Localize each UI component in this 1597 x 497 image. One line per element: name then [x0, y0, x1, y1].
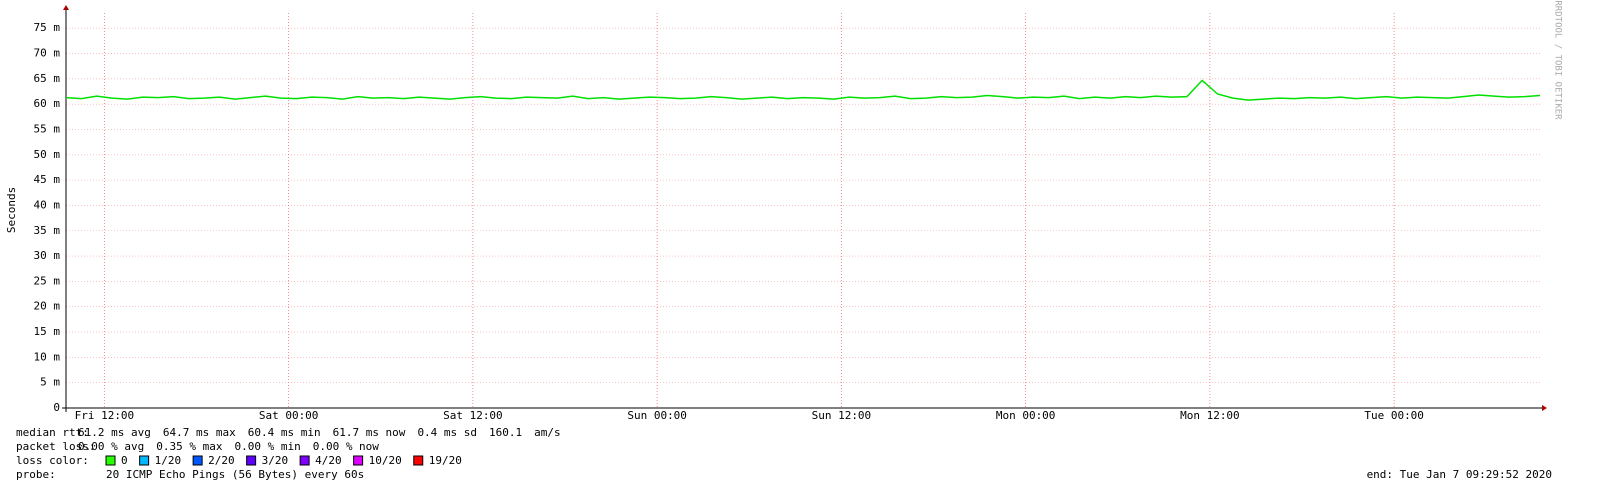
stats-text: 0.00 % min — [234, 440, 300, 453]
loss-label: 0 — [121, 454, 128, 467]
y-tick-label: 10 m — [34, 350, 61, 363]
stats-text: 61.7 ms now — [333, 426, 406, 439]
y-tick-label: 30 m — [34, 249, 61, 262]
y-tick-label: 20 m — [34, 300, 61, 313]
x-tick-label: Mon 12:00 — [1180, 409, 1240, 422]
loss-label: 3/20 — [262, 454, 289, 467]
y-tick-label: 35 m — [34, 224, 61, 237]
loss-label: 2/20 — [208, 454, 235, 467]
stats-text: 0.00 % avg — [78, 440, 144, 453]
probe-label: probe: — [16, 468, 56, 481]
stats-text: 60.4 ms min — [248, 426, 321, 439]
loss-label: 4/20 — [315, 454, 342, 467]
stats-text: 0.4 ms sd — [417, 426, 477, 439]
loss-swatch — [139, 455, 150, 466]
stats-text: 0.35 % max — [156, 440, 223, 453]
loss-label: 19/20 — [429, 454, 462, 467]
x-tick-label: Sun 12:00 — [812, 409, 872, 422]
x-tick-label: Tue 00:00 — [1364, 409, 1424, 422]
stats-text: median rtt: — [16, 426, 89, 439]
loss-swatch — [413, 455, 424, 466]
y-tick-label: 70 m — [34, 47, 61, 60]
y-tick-label: 25 m — [34, 274, 61, 287]
stats-text: 64.7 ms max — [163, 426, 236, 439]
stats-text: packet loss: — [16, 440, 95, 453]
stats-text: 61.2 ms avg — [78, 426, 151, 439]
y-tick-label: 15 m — [34, 325, 61, 338]
y-tick-label: 75 m — [34, 21, 61, 34]
y-tick-label: 55 m — [34, 122, 61, 135]
y-tick-label: 40 m — [34, 198, 61, 211]
stats-row: packet loss:0.00 % avg 0.35 % max 0.00 % m… — [16, 440, 379, 453]
axis-arrow — [63, 5, 69, 10]
probe-text: 20 ICMP Echo Pings (56 Bytes) every 60s — [106, 468, 364, 481]
y-tick-label: 5 m — [40, 376, 60, 389]
y-tick-label: 60 m — [34, 97, 61, 110]
loss-label: 10/20 — [369, 454, 402, 467]
loss-swatch — [105, 455, 116, 466]
loss-label: 1/20 — [155, 454, 182, 467]
stats-row: median rtt:61.2 ms avg 64.7 ms max 60.4 ms… — [16, 426, 561, 439]
axis-arrow — [1542, 405, 1547, 411]
end-time: end: Tue Jan 7 09:29:52 2020 — [1367, 468, 1552, 481]
y-tick-label: 65 m — [34, 72, 61, 85]
x-tick-label: Mon 00:00 — [996, 409, 1056, 422]
loss-swatch — [246, 455, 257, 466]
stats-text: 160.1 — [489, 426, 522, 439]
loss-title: loss color: — [16, 454, 89, 467]
y-axis-label: Seconds — [5, 187, 18, 233]
x-tick-label: Fri 12:00 — [75, 409, 135, 422]
x-tick-label: Sat 12:00 — [443, 409, 503, 422]
loss-swatch — [192, 455, 203, 466]
watermark: RRDTOOL / TOBI OETIKER — [1553, 0, 1563, 120]
stats-text: am/s — [534, 426, 561, 439]
loss-swatch — [299, 455, 310, 466]
x-tick-label: Sun 00:00 — [627, 409, 687, 422]
y-tick-label: 0 — [53, 401, 60, 414]
y-tick-label: 45 m — [34, 173, 61, 186]
stats-text: 0.00 % now — [313, 440, 380, 453]
series-line — [65, 79, 1541, 101]
y-tick-label: 50 m — [34, 148, 61, 161]
x-tick-label: Sat 00:00 — [259, 409, 319, 422]
loss-swatch — [353, 455, 364, 466]
